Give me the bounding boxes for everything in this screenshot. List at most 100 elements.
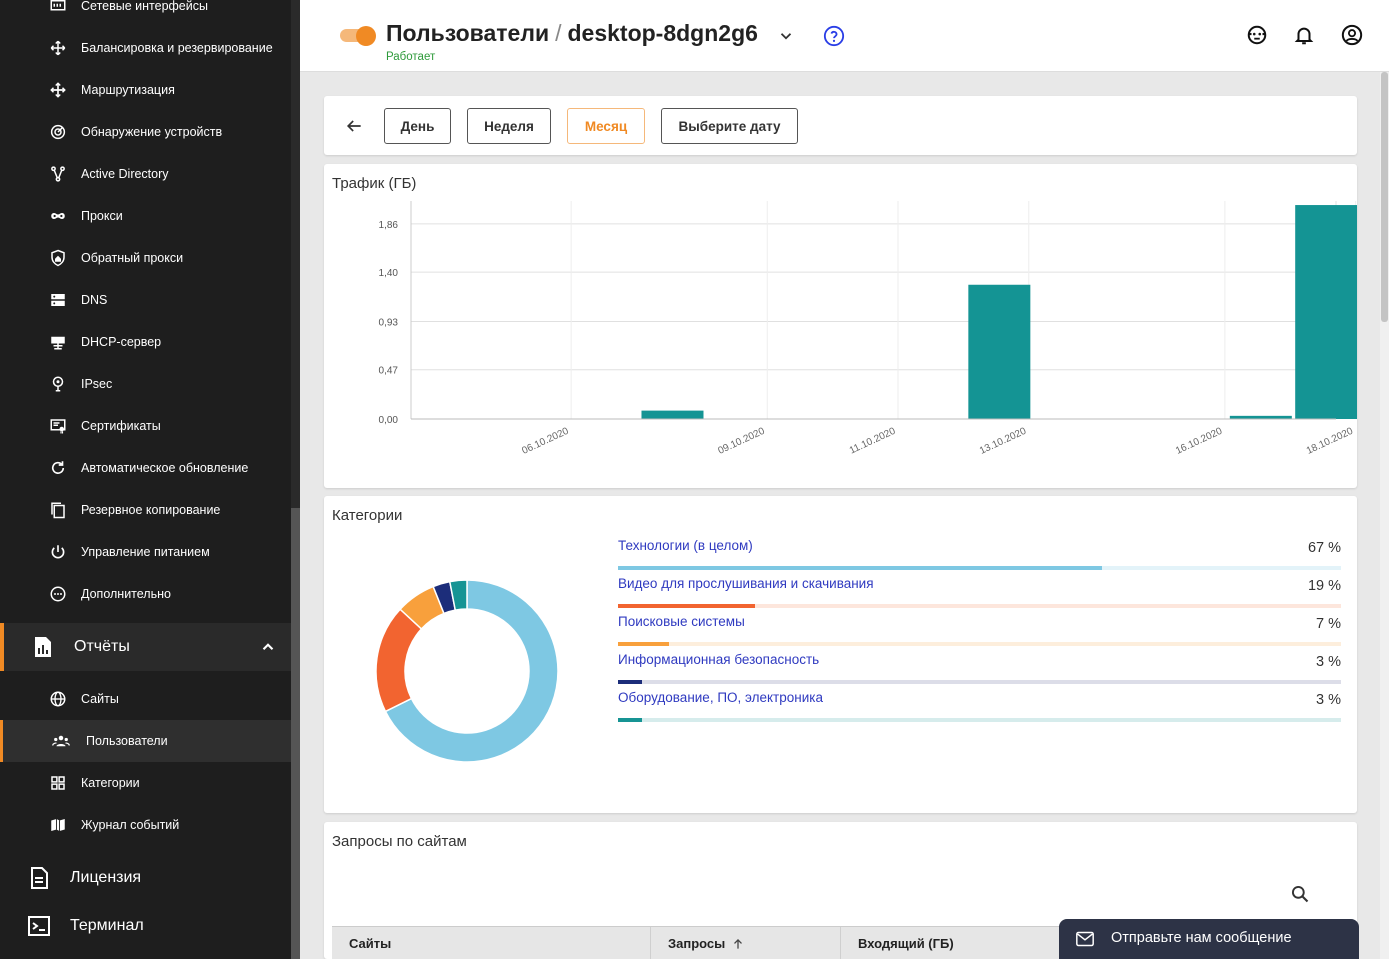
bell-icon[interactable] [1293, 24, 1315, 46]
category-link[interactable]: Оборудование, ПО, электроника [618, 690, 823, 705]
reverse-proxy-icon [48, 248, 68, 268]
category-bar-fill [618, 680, 642, 684]
ipsec-icon [48, 374, 68, 394]
reports-icon [30, 634, 56, 660]
main-scrollbar-thumb[interactable] [1381, 72, 1388, 322]
backup-icon [48, 500, 68, 520]
sidebar-item-license[interactable]: Лицензия [0, 854, 291, 902]
dns-icon [48, 290, 68, 310]
traffic-bar [641, 410, 704, 419]
back-arrow-icon[interactable] [344, 116, 364, 136]
pick-date-button[interactable]: Выберите дату [661, 108, 798, 144]
sort-arrow-up-icon[interactable] [731, 937, 745, 951]
column-sites[interactable]: Сайты [332, 927, 651, 959]
sidebar-item-label: Active Directory [81, 167, 169, 181]
sidebar-item-label: Пользователи [86, 734, 168, 748]
sidebar-item-event-log[interactable]: Журнал событий [0, 804, 291, 846]
main-scrollbar[interactable] [1380, 72, 1389, 959]
header: Пользователи / desktop-8dgn2g6 Работает [300, 0, 1389, 72]
sidebar-item-label: Маршрутизация [81, 83, 175, 97]
sidebar-item-label: Отчёты [74, 638, 130, 655]
sidebar-item-certificates[interactable]: Сертификаты [0, 405, 291, 447]
sidebar-item-active-directory[interactable]: Active Directory [0, 153, 291, 195]
column-requests[interactable]: Запросы [651, 927, 841, 959]
y-tick-label: 0,00 [379, 415, 399, 426]
sidebar-item-more[interactable]: Дополнительно [0, 573, 291, 615]
more-icon [48, 584, 68, 604]
y-tick-label: 1,40 [379, 268, 399, 279]
help-icon[interactable] [823, 25, 845, 47]
category-bar-fill [618, 566, 1103, 570]
sidebar-item-label: Сетевые интерфейсы [81, 0, 208, 13]
sidebar-item-label: Дополнительно [81, 587, 171, 601]
requests-title: Запросы по сайтам [332, 833, 467, 850]
sidebar-item-power[interactable]: Управление питанием [0, 531, 291, 573]
chevron-up-icon[interactable] [259, 638, 277, 656]
sidebar-item-terminal[interactable]: Терминал [0, 902, 291, 950]
category-link[interactable]: Технологии (в целом) [618, 538, 753, 553]
traffic-bar [1295, 205, 1357, 419]
sidebar-item-categories[interactable]: Категории [0, 762, 291, 804]
period-month-button[interactable]: Месяц [567, 108, 645, 144]
sidebar: Сетевые интерфейсы Балансировка и резерви… [0, 0, 300, 959]
sidebar-item-routing[interactable]: Маршрутизация [0, 69, 291, 111]
sidebar-item-label: Категории [81, 776, 140, 790]
sidebar-item-backup[interactable]: Резервное копирование [0, 489, 291, 531]
period-week-button[interactable]: Неделя [467, 108, 551, 144]
sidebar-item-network-interfaces[interactable]: Сетевые интерфейсы [0, 0, 291, 27]
donut-slice[interactable] [384, 579, 559, 763]
donut-slice[interactable] [375, 608, 423, 713]
category-percent: 67 % [1307, 540, 1341, 556]
sidebar-item-dhcp[interactable]: DHCP-сервер [0, 321, 291, 363]
column-incoming[interactable]: Входящий (ГБ) [858, 936, 954, 951]
active-directory-icon [48, 164, 68, 184]
sidebar-scrollbar-thumb[interactable] [291, 508, 300, 959]
search-icon[interactable] [1290, 884, 1310, 904]
sidebar-item-reports[interactable]: Отчёты [0, 623, 291, 671]
support-icon[interactable] [1246, 24, 1268, 46]
sidebar-item-device-discovery[interactable]: Обнаружение устройств [0, 111, 291, 153]
sidebar-item-dns[interactable]: DNS [0, 279, 291, 321]
network-interfaces-icon [48, 0, 68, 16]
category-bar-track [618, 642, 1341, 646]
proxy-icon [48, 206, 68, 226]
sidebar-item-users[interactable]: Пользователи [0, 720, 291, 762]
account-icon[interactable] [1341, 24, 1363, 46]
sidebar-item-proxy[interactable]: Прокси [0, 195, 291, 237]
x-tick-label: 09.10.2020 [717, 426, 767, 457]
chat-widget[interactable]: Отправьте нам сообщение [1059, 919, 1359, 959]
sidebar-scrollbar[interactable] [291, 0, 300, 959]
sidebar-item-globe[interactable]: Сайты [0, 678, 291, 720]
categories-icon [48, 773, 68, 793]
sidebar-item-ipsec[interactable]: IPsec [0, 363, 291, 405]
category-bar-fill [618, 718, 642, 722]
sidebar-item-label: Автоматическое обновление [81, 461, 249, 475]
status-toggle[interactable] [340, 26, 376, 46]
category-link[interactable]: Информационная безопасность [618, 652, 820, 667]
chevron-down-icon[interactable] [777, 27, 795, 45]
balancing-icon [48, 38, 68, 58]
sidebar-item-auto-update[interactable]: Автоматическое обновление [0, 447, 291, 489]
sidebar-item-reverse-proxy[interactable]: Обратный прокси [0, 237, 291, 279]
x-tick-label: 06.10.2020 [520, 426, 570, 457]
requests-card: Запросы по сайтам Сайты Запросы Входящий… [324, 822, 1357, 959]
category-row: Технологии (в целом) 67 % [618, 538, 1341, 576]
y-tick-label: 0,93 [379, 317, 399, 328]
traffic-title: Трафик (ГБ) [332, 175, 417, 192]
power-icon [48, 542, 68, 562]
sidebar-item-label: Резервное копирование [81, 503, 221, 517]
sidebar-item-label: Управление питанием [81, 545, 210, 559]
category-bar-track [618, 604, 1341, 608]
category-link[interactable]: Видео для прослушивания и скачивания [618, 576, 874, 591]
donut-slice[interactable] [448, 579, 468, 611]
sidebar-item-balancing[interactable]: Балансировка и резервирование [0, 27, 291, 69]
status-text: Работает [386, 51, 436, 63]
sidebar-item-label: Обратный прокси [81, 251, 184, 265]
category-bar-track [618, 718, 1341, 722]
device-name: desktop-8dgn2g6 [567, 20, 758, 46]
auto-update-icon [48, 458, 68, 478]
sidebar-item-label: Журнал событий [81, 818, 180, 832]
period-day-button[interactable]: День [384, 108, 451, 144]
category-link[interactable]: Поисковые системы [618, 614, 745, 629]
chat-label: Отправьте нам сообщение [1111, 930, 1292, 946]
